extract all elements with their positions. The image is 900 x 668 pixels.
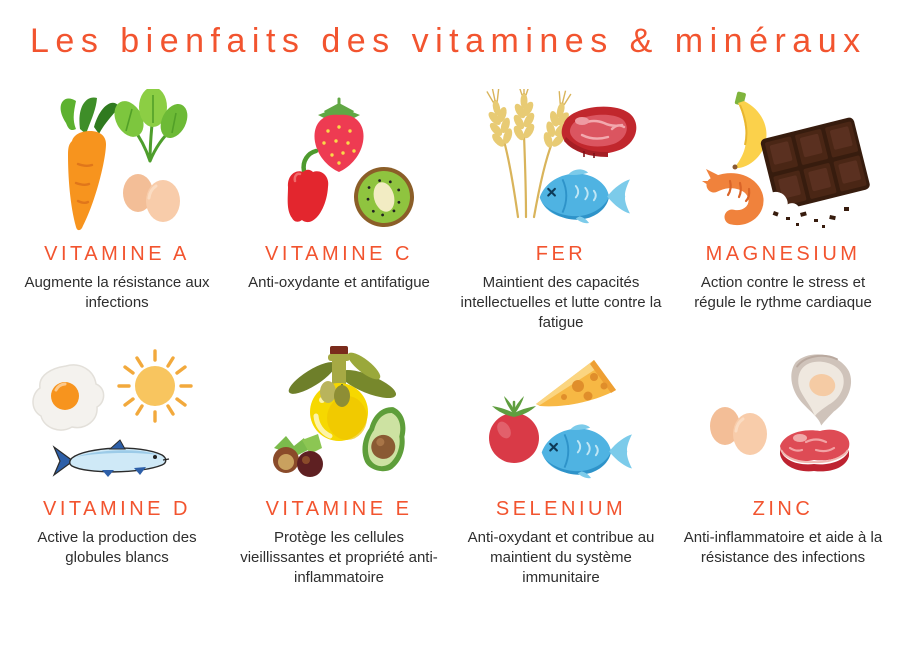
shrimp-icon xyxy=(702,169,764,226)
card-vitamine-d: VITAMINE D Active la production des glob… xyxy=(6,344,228,587)
card-description: Active la production des globules blancs xyxy=(37,529,197,567)
eggs-icon xyxy=(121,172,182,224)
page-title: Les bienfaits des vitamines & minéraux xyxy=(30,22,867,60)
card-title: FER xyxy=(535,243,587,265)
oyster-icon xyxy=(791,354,852,426)
card-selenium: SELENIUM Anti-oxydant et contribue au ma… xyxy=(450,344,672,587)
card-fer: FER Maintient des capacités intellectuel… xyxy=(450,89,672,332)
fish-icon xyxy=(540,423,633,480)
steak-icon xyxy=(561,106,637,158)
tomato-icon xyxy=(489,396,539,464)
wheat-icon xyxy=(479,89,579,219)
vitamine-d-icons xyxy=(32,349,193,478)
eggs-icon xyxy=(708,405,769,457)
banana-icon xyxy=(732,91,767,170)
card-description: Maintient des capacités intellectuelles … xyxy=(460,274,662,331)
vitamine-a-icons xyxy=(60,89,188,231)
card-vitamine-e: VITAMINE E Protège les cellules vieillis… xyxy=(228,344,450,587)
selenium-illustration xyxy=(466,344,656,494)
card-description: Anti-oxydant et contribue au maintient d… xyxy=(467,529,655,586)
fer-icons xyxy=(479,89,637,225)
steak-icon xyxy=(780,430,850,472)
card-description: Anti-oxydante et antifatigue xyxy=(248,274,430,291)
card-vitamine-a: VITAMINE A Augmente la résistance aux in… xyxy=(6,89,228,332)
vitamine-e-icons xyxy=(273,346,406,478)
card-description: Augmente la résistance aux infections xyxy=(24,274,210,311)
card-description: Anti-inflammatoire et aide à la résistan… xyxy=(683,529,883,567)
card-description: Action contre le stress et régule le ryt… xyxy=(694,274,872,311)
spinach-icon xyxy=(114,89,188,163)
card-title: VITAMINE A xyxy=(44,243,190,265)
vitamine-a-illustration xyxy=(22,89,212,239)
fried-egg-icon xyxy=(32,364,105,432)
card-description: Protège les cellules vieillissantes et p… xyxy=(240,529,438,586)
vitamine-c-icons xyxy=(287,97,414,227)
card-title: VITAMINE D xyxy=(43,498,191,521)
card-title: MAGNESIUM xyxy=(705,243,861,265)
card-zinc: ZINC Anti-inflammatoire et aide à la rés… xyxy=(672,344,894,587)
card-vitamine-c: VITAMINE C Anti-oxydante et antifatigue xyxy=(228,89,450,332)
card-title: VITAMINE E xyxy=(265,498,413,521)
cards-grid: VITAMINE A Augmente la résistance aux in… xyxy=(0,89,900,588)
magnesium-icons xyxy=(702,91,870,228)
card-title: ZINC xyxy=(752,498,814,521)
selenium-icons xyxy=(489,360,633,480)
card-magnesium: MAGNESIUM Action contre le stress et rég… xyxy=(672,89,894,332)
card-title: VITAMINE C xyxy=(265,243,413,265)
vitamine-c-illustration xyxy=(244,89,434,239)
card-title: SELENIUM xyxy=(495,498,627,521)
zinc-illustration xyxy=(688,344,878,494)
strawberry-icon xyxy=(314,97,364,172)
olive-oil-bottle-icon xyxy=(288,346,397,442)
chocolate-icon xyxy=(760,117,870,228)
sun-icon xyxy=(117,349,193,424)
vitamine-d-illustration xyxy=(22,344,212,494)
avocado-icon xyxy=(362,407,406,472)
sardine-icon xyxy=(52,439,170,478)
zinc-icons xyxy=(708,354,852,472)
red-pepper-icon xyxy=(287,148,329,223)
magnesium-illustration xyxy=(688,89,878,239)
carrot-icon xyxy=(60,97,119,231)
nuts-icon xyxy=(273,434,323,478)
kiwi-icon xyxy=(354,167,414,227)
cheese-icon xyxy=(536,360,616,407)
fish-icon xyxy=(538,168,631,225)
infographic: Les bienfaits des vitamines & minéraux xyxy=(0,22,900,588)
fer-illustration xyxy=(466,89,656,239)
vitamine-e-illustration xyxy=(244,344,434,494)
